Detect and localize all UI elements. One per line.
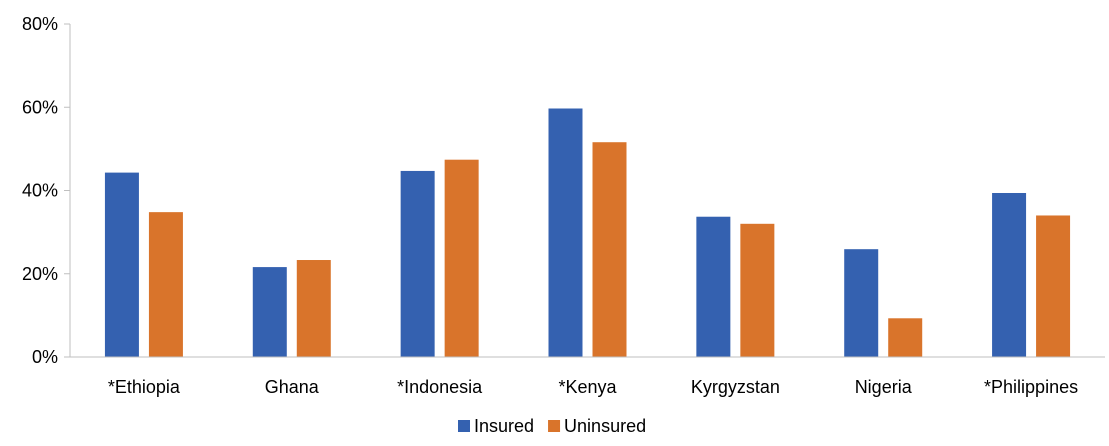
x-tick-label: *Indonesia [397, 377, 483, 397]
bar-insured-0 [104, 172, 139, 357]
bar-uninsured-3 [592, 142, 627, 357]
y-tick-label: 0% [32, 347, 58, 367]
x-tick-label: Kyrgyzstan [691, 377, 780, 397]
x-axis: *Ethiopia Ghana *Indonesia *Kenya Kyrgyzstan… [70, 356, 1105, 397]
y-tick-label: 80% [22, 14, 58, 34]
x-tick-label: *Philippines [984, 377, 1078, 397]
bar-uninsured-4 [740, 223, 775, 357]
bar-insured-1 [252, 267, 287, 357]
x-tick-label: Nigeria [855, 377, 913, 397]
y-axis: 0% 20% 40% 60% 80% [22, 14, 71, 367]
bar-insured-6 [992, 192, 1027, 357]
x-tick-label: Ghana [265, 377, 320, 397]
bar-insured-4 [696, 216, 731, 357]
bar-insured-5 [844, 249, 879, 357]
bar-insured-3 [548, 108, 583, 357]
bar-uninsured-6 [1036, 215, 1071, 357]
bar-uninsured-0 [148, 212, 183, 357]
bars [104, 108, 1071, 357]
y-tick-label: 60% [22, 97, 58, 117]
x-tick-label: *Kenya [558, 377, 617, 397]
bar-insured-2 [400, 170, 435, 357]
bar-uninsured-1 [296, 260, 331, 357]
legend-label-insured: Insured [474, 416, 534, 436]
x-tick-label: *Ethiopia [108, 377, 181, 397]
legend-swatch-uninsured [548, 420, 561, 432]
y-tick-label: 20% [22, 264, 58, 284]
legend: Insured Uninsured [458, 416, 646, 436]
bar-uninsured-5 [888, 318, 923, 357]
legend-label-uninsured: Uninsured [564, 416, 646, 436]
y-tick-label: 40% [22, 181, 58, 201]
bar-uninsured-2 [444, 159, 479, 357]
legend-swatch-insured [458, 420, 470, 432]
